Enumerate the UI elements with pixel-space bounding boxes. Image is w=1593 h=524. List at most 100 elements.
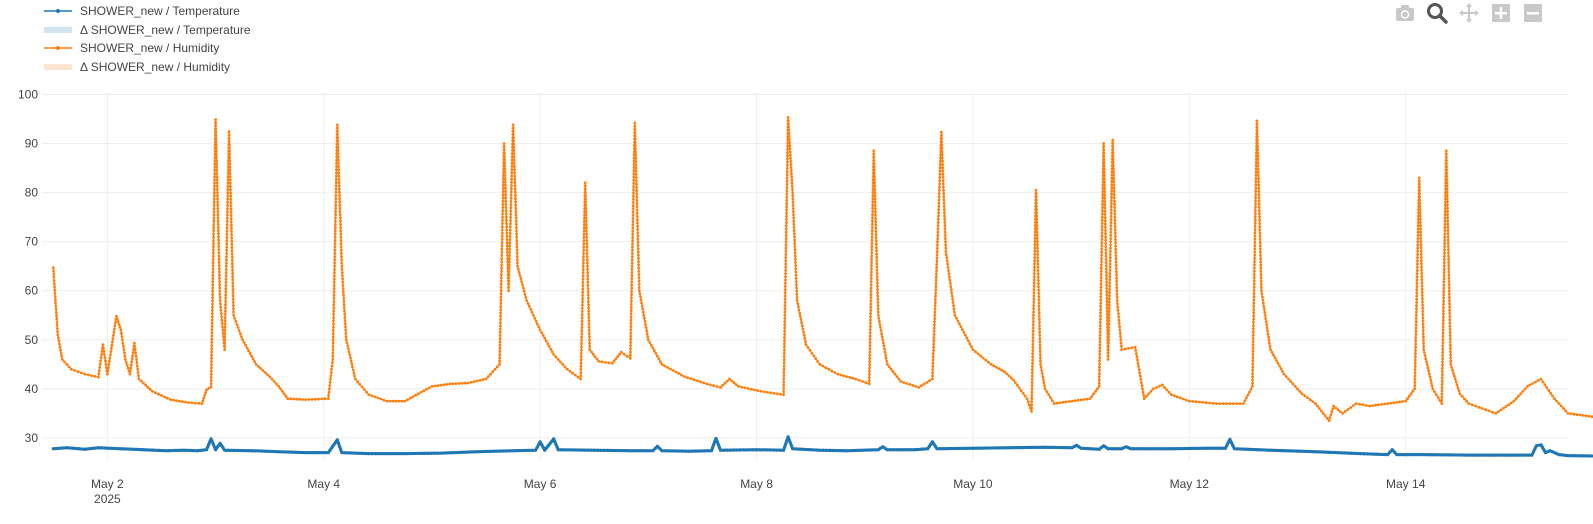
pan-button[interactable] (1456, 0, 1482, 26)
zoom-button[interactable] (1424, 0, 1450, 26)
data-point (1105, 274, 1108, 277)
data-point (734, 383, 738, 386)
data-point (498, 330, 502, 334)
data-point (1323, 414, 1327, 418)
data-point (1494, 412, 1498, 415)
data-point (1257, 193, 1261, 197)
data-point (120, 331, 123, 335)
data-point (1248, 390, 1251, 394)
data-point (1261, 301, 1265, 305)
data-point (1098, 340, 1102, 344)
data-point (783, 310, 787, 314)
data-point (344, 338, 348, 342)
legend-item[interactable]: Δ SHOWER_new / Humidity (42, 58, 251, 77)
data-point (1427, 369, 1430, 373)
data-point (795, 299, 799, 302)
data-point (554, 355, 558, 359)
data-point (211, 274, 215, 277)
data-point (968, 446, 972, 450)
data-point (873, 204, 877, 208)
data-point (869, 296, 873, 300)
x-tick-label: May 8 (740, 477, 773, 491)
data-point (1416, 259, 1419, 263)
data-point (1141, 390, 1145, 394)
data-point (1392, 401, 1396, 405)
data-point (579, 377, 583, 381)
data-point (1418, 205, 1422, 208)
data-point (549, 347, 553, 351)
data-point (1406, 397, 1409, 401)
data-point (784, 253, 788, 256)
data-point (205, 388, 208, 392)
data-point (167, 449, 171, 453)
legend-item[interactable]: SHOWER_new / Humidity (42, 39, 251, 58)
data-point (1254, 193, 1258, 196)
data-point (1553, 397, 1556, 401)
data-point (228, 175, 232, 179)
data-point (184, 400, 187, 404)
data-point (891, 370, 895, 374)
data-point (1032, 313, 1035, 317)
data-point (132, 447, 136, 451)
data-point (1013, 446, 1018, 450)
data-point (854, 448, 858, 452)
data-point (504, 193, 508, 197)
data-point (1003, 370, 1006, 374)
data-point (1107, 345, 1110, 349)
data-point (792, 229, 796, 233)
data-point (472, 380, 476, 384)
data-point (585, 232, 588, 236)
data-point (300, 450, 304, 455)
data-point (876, 294, 880, 298)
data-point (732, 381, 736, 385)
zoom-in-button[interactable] (1488, 0, 1514, 26)
data-point (475, 450, 479, 454)
data-point (663, 449, 667, 453)
camera-button[interactable] (1392, 0, 1418, 26)
legend-item[interactable]: Δ SHOWER_new / Temperature (42, 21, 251, 40)
data-point (342, 306, 346, 310)
data-point (1088, 397, 1092, 401)
data-point (225, 258, 228, 262)
data-point (806, 346, 810, 349)
data-point (1454, 380, 1458, 384)
data-point (257, 365, 260, 368)
data-point (814, 448, 818, 452)
zoom-out-button[interactable] (1520, 0, 1546, 26)
data-point (1447, 251, 1450, 255)
data-point (873, 194, 877, 198)
data-point (785, 163, 789, 167)
data-point (1004, 446, 1008, 450)
data-point (164, 449, 168, 453)
y-tick-label: 70 (25, 235, 39, 249)
data-point (230, 233, 234, 237)
series-markers (51, 435, 1593, 458)
data-point (556, 448, 560, 452)
data-point (783, 339, 786, 342)
data-point (413, 451, 417, 456)
data-point (521, 448, 525, 453)
data-point (261, 369, 265, 372)
legend-item[interactable]: SHOWER_new / Temperature (42, 2, 251, 21)
data-point (1136, 358, 1139, 362)
data-point (876, 304, 880, 307)
data-point (333, 226, 337, 230)
data-point (510, 184, 513, 187)
data-point (587, 332, 591, 335)
data-point (113, 324, 117, 328)
data-point (145, 448, 149, 452)
data-point (1023, 445, 1027, 450)
data-point (782, 371, 786, 374)
data-point (1039, 362, 1042, 366)
data-point (343, 312, 347, 316)
data-point (1031, 365, 1034, 368)
data-point (1443, 216, 1447, 220)
data-point (792, 232, 796, 236)
data-point (634, 153, 638, 157)
data-point (217, 238, 221, 242)
data-point (582, 242, 586, 246)
data-point (1033, 243, 1037, 247)
data-point (1242, 402, 1245, 405)
data-point (1281, 449, 1285, 453)
data-point (792, 216, 796, 220)
